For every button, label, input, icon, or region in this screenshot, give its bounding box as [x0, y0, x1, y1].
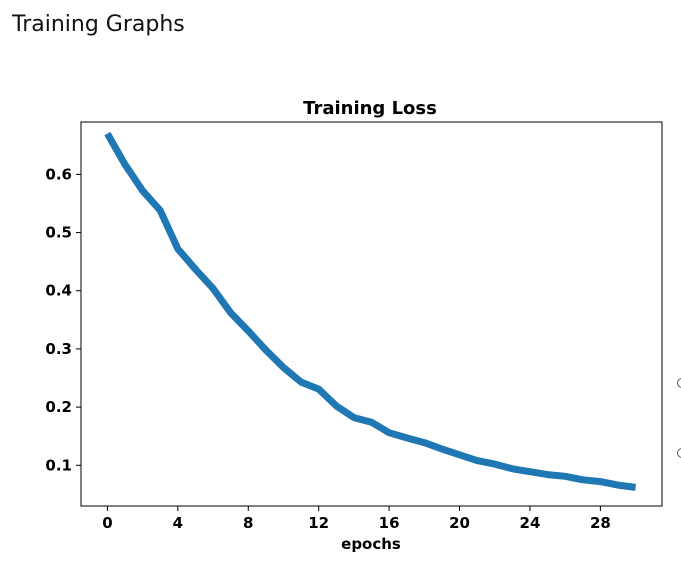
y-tick-label: 0.2: [45, 398, 72, 416]
loss-series-line: [104, 131, 637, 491]
edge-partial-mark-upper: [677, 378, 681, 388]
x-tick-label: 20: [449, 514, 470, 532]
x-tick-label: 28: [590, 514, 611, 532]
x-axis-label: epochs: [341, 535, 401, 553]
y-tick-label: 0.4: [45, 282, 72, 300]
x-tick-label: 0: [102, 514, 112, 532]
y-tick-label: 0.6: [45, 165, 72, 183]
plot-frame: [80, 121, 663, 507]
y-tick-label: 0.5: [45, 224, 72, 242]
x-tick-label: 12: [308, 514, 329, 532]
y-tick-label: 0.3: [45, 340, 72, 358]
y-tick-label: 0.1: [45, 456, 72, 474]
x-tick-label: 16: [379, 514, 400, 532]
x-tick-label: 24: [520, 514, 541, 532]
x-tick-label: 4: [173, 514, 183, 532]
axis-ticks: 0 4 8 12 16 20 24 28 0.1 0.2 0.3 0.4 0.5 0.6: [45, 165, 610, 532]
chart-title: Training Loss: [303, 98, 437, 119]
edge-partial-mark-lower: [677, 448, 681, 458]
page-title: Training Graphs: [12, 12, 185, 37]
plot-area: [104, 131, 637, 491]
x-tick-label: 8: [243, 514, 253, 532]
